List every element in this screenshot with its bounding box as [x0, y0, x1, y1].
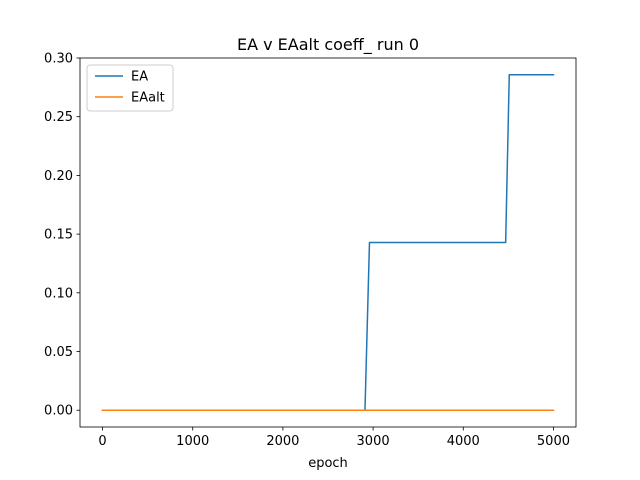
y-tick-label: 0.20: [44, 169, 73, 184]
x-tick-label: 2000: [266, 434, 299, 449]
x-tick-label: 4000: [447, 434, 480, 449]
legend-label-eaalt: EAalt: [131, 91, 165, 106]
y-tick-label: 0.30: [44, 52, 73, 67]
y-tick-label: 0.25: [44, 110, 73, 125]
y-tick-label: 0.05: [44, 345, 73, 360]
x-tick-label: 0: [98, 434, 106, 449]
x-axis-label: epoch: [308, 456, 348, 471]
x-tick-label: 5000: [537, 434, 570, 449]
chart-title: EA v EAalt coeff_ run 0: [237, 35, 419, 55]
y-tick-label: 0.15: [44, 228, 73, 243]
plot-frame: [79, 57, 577, 428]
plot-area: 0 1000 2000 3000 4000 5000 0.00 0.05 0.10 0.15 0.2…: [44, 52, 577, 449]
x-tick-label: 3000: [357, 434, 390, 449]
y-tick-label: 0.00: [44, 404, 73, 419]
x-tick-label: 1000: [176, 434, 209, 449]
y-tick-label: 0.10: [44, 286, 73, 301]
legend-label-ea: EA: [131, 70, 148, 85]
